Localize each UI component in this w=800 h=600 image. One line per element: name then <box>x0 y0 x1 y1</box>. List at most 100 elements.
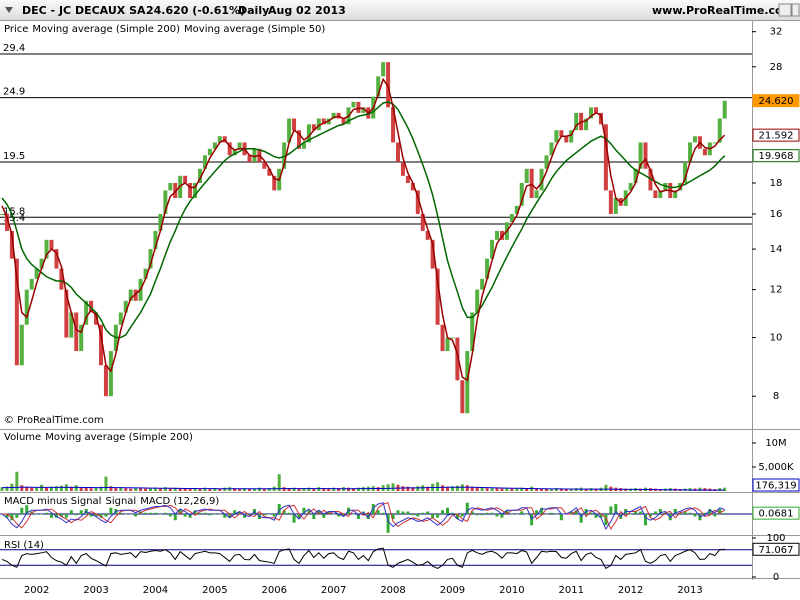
price-bar <box>24 289 29 325</box>
volume-bar <box>554 488 558 491</box>
histogram-bar <box>673 509 677 514</box>
price-bar <box>569 130 574 143</box>
volume-bar <box>178 488 182 491</box>
histogram-bar <box>272 514 276 517</box>
volume-bar <box>74 485 78 491</box>
histogram-bar <box>421 512 425 514</box>
histogram-bar <box>455 514 459 519</box>
price-bar <box>470 312 475 352</box>
volume-bar <box>25 486 29 491</box>
histogram-bar <box>144 512 148 514</box>
volume-bar <box>173 487 177 491</box>
price-bar <box>589 107 594 119</box>
window-button[interactable] <box>791 3 800 17</box>
price-bar <box>227 142 232 156</box>
legend-entry: Moving average (Simple 50) <box>184 24 325 35</box>
price-bar <box>262 161 267 169</box>
window-button[interactable] <box>778 3 792 17</box>
price-bar <box>405 175 410 183</box>
volume-bar <box>327 488 331 491</box>
last-value-box <box>752 506 800 520</box>
legend-entry: MACD minus Signal <box>4 496 101 507</box>
price-bar <box>79 324 84 352</box>
volume-bar <box>233 488 237 491</box>
volume-bar <box>89 488 93 491</box>
price-bar <box>108 351 113 397</box>
series-line <box>1 502 725 531</box>
y-tick-label: 10 <box>770 333 783 344</box>
volume-bar <box>59 485 63 491</box>
volume-bar <box>347 487 350 491</box>
price-bar <box>331 112 336 119</box>
price-bar <box>163 190 168 214</box>
histogram-bar <box>545 514 548 515</box>
histogram-bar <box>317 510 321 514</box>
histogram-bar <box>441 510 445 514</box>
legend-entry: Price <box>4 24 28 35</box>
price-bar <box>455 337 460 381</box>
histogram-bar <box>639 511 643 514</box>
price-bar <box>628 182 633 191</box>
price-bar <box>603 124 608 191</box>
histogram-bar <box>228 514 232 518</box>
price-bar <box>59 268 64 290</box>
histogram-bar <box>178 509 182 514</box>
volume-bar <box>307 487 311 491</box>
volume-bar <box>20 485 24 491</box>
histogram-bar <box>153 512 157 514</box>
histogram-bar <box>282 510 286 514</box>
volume-bar <box>475 487 479 491</box>
histogram-bar <box>119 512 123 514</box>
histogram-bar <box>713 514 717 517</box>
price-bar <box>415 190 420 214</box>
histogram-bar <box>89 514 93 517</box>
volume-bar <box>540 488 544 491</box>
price-bar <box>534 190 539 199</box>
histogram-bar <box>431 514 435 518</box>
histogram-bar <box>450 512 454 514</box>
x-tick-label: 2011 <box>559 585 584 596</box>
volume-bar <box>144 488 148 491</box>
histogram-bar <box>495 514 499 517</box>
price-bar <box>287 118 292 143</box>
x-tick-label: 2008 <box>380 585 405 596</box>
volume-bar <box>238 488 242 491</box>
volume-bar <box>203 487 207 491</box>
histogram-bar <box>446 507 449 514</box>
histogram-bar <box>158 514 162 515</box>
histogram-bar <box>134 514 138 517</box>
volume-bar <box>450 486 454 491</box>
histogram-bar <box>644 514 647 526</box>
volume-bar <box>376 487 380 491</box>
histogram-bar <box>698 514 702 521</box>
histogram-bar <box>366 514 370 519</box>
price-bar <box>99 324 103 366</box>
price-bar <box>103 365 108 397</box>
histogram-bar <box>480 514 484 516</box>
price-bar <box>564 136 569 143</box>
volume-bar <box>604 484 608 491</box>
menu-icon[interactable] <box>5 7 13 13</box>
series-line <box>2 502 725 531</box>
histogram-bar <box>426 511 430 514</box>
volume-bar <box>198 488 202 491</box>
histogram-bar <box>381 512 385 514</box>
histogram-bar <box>327 511 331 514</box>
x-tick-label: 2007 <box>321 585 346 596</box>
histogram-bar <box>287 512 291 514</box>
volume-bar <box>723 487 727 491</box>
legend-entry: MACD (12,26,9) <box>140 496 219 507</box>
histogram-bar <box>292 514 296 523</box>
volume-bar <box>351 488 355 491</box>
volume-bar <box>322 488 326 491</box>
price-bar <box>173 182 178 199</box>
price-bar <box>381 62 386 77</box>
histogram-bar <box>554 514 558 515</box>
volume-bar <box>584 488 588 491</box>
histogram-bar <box>351 514 355 515</box>
histogram-bar <box>342 514 346 517</box>
y-tick-label: 28 <box>770 62 783 73</box>
price-bar <box>316 118 321 131</box>
histogram-bar <box>594 514 598 518</box>
price-bar <box>514 205 519 214</box>
